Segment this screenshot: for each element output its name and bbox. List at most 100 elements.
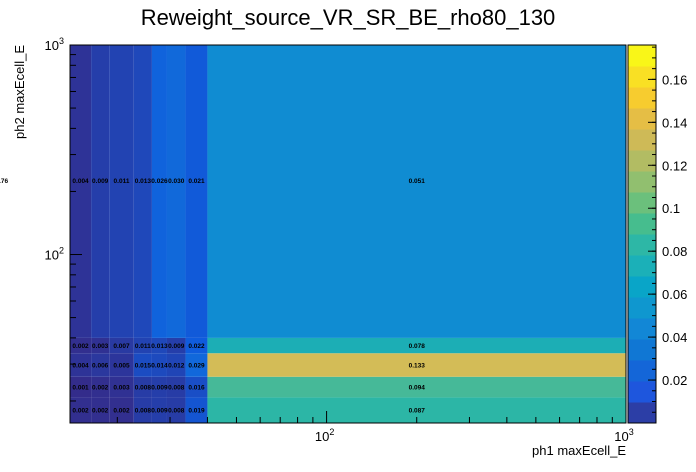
heatmap-cell-label: 0.006 [92, 362, 109, 369]
heatmap-cell-label: 0.003 [113, 385, 130, 392]
heatmap-cell-labels: 0.002 0.002 0.002 0.008 0.009 0.008 0.019 0.087… [0, 178, 425, 415]
colorbar-step [628, 150, 656, 172]
colorbar-tick-label: 0.12 [662, 158, 687, 173]
heatmap-cell-label: 0.008 [168, 385, 185, 392]
heatmap-cell-label: 0.011 [135, 343, 151, 350]
x-tick-label: 103 [614, 427, 633, 444]
heatmap-cell [166, 45, 186, 338]
colorbar-step [628, 360, 656, 382]
heatmap-cell [151, 337, 167, 354]
heatmap-cell-label: 0.002 [92, 385, 109, 392]
heatmap-cell [133, 45, 152, 338]
heatmap-cell-label: 0.005 [113, 362, 130, 369]
heatmap-cell [91, 376, 110, 398]
heatmap-cell [109, 376, 134, 398]
heatmap-cell-label: 0.013 [151, 343, 168, 350]
heatmap-cell-label: 0.004 [72, 362, 89, 369]
heatmap-cell [91, 397, 110, 423]
heatmap-cell-label: 0.009 [151, 385, 168, 392]
x-axis-label: ph1 maxEcell_E [532, 443, 626, 458]
heatmap-cell [109, 353, 134, 377]
y-tick-label: 103 [45, 36, 64, 53]
heatmap-cell-label: 0.019 [188, 408, 205, 415]
colorbar-step [628, 129, 656, 151]
heatmap-cell-label: 0.026 [151, 178, 168, 185]
colorbar-step [628, 318, 656, 340]
heatmap-cell [166, 353, 186, 377]
heatmap-cell [70, 45, 92, 338]
heatmap-cell [133, 337, 152, 354]
heatmap-cell-label: 0.016 [188, 385, 205, 392]
heatmap-cell [207, 45, 626, 338]
colorbar-step [628, 108, 656, 130]
heatmap-cell-label: 0.011 [114, 178, 130, 185]
heatmap-cell-label: 0.008 [135, 408, 152, 415]
plot-frame [69, 44, 627, 424]
heatmap-cell [185, 376, 208, 398]
y-tick-label: 102 [45, 246, 64, 263]
colorbar-step [628, 402, 656, 424]
heatmap-cell [133, 353, 152, 377]
colorbar-step [628, 87, 656, 109]
y-axis: 102 103 [45, 36, 82, 402]
heatmap-cell [109, 337, 134, 354]
colorbar-step [628, 171, 656, 193]
heatmap-cell-label: 0.078 [409, 343, 426, 350]
heatmap-cells [70, 45, 626, 423]
colorbar-frame [627, 44, 657, 424]
heatmap-cell-label: 0.002 [113, 408, 130, 415]
x-tick-label: 102 [315, 427, 334, 444]
heatmap-cell [185, 353, 208, 377]
colorbar-step [628, 45, 656, 67]
heatmap-cell [133, 397, 152, 423]
x-axis: 102 103 [116, 411, 634, 444]
heatmap-cell-label: 0.002 [72, 408, 89, 415]
colorbar-step [628, 213, 656, 235]
heatmap-cell [91, 45, 110, 338]
heatmap-cell [185, 337, 208, 354]
heatmap-cell-label: 0.087 [409, 408, 426, 415]
colorbar-tick-label: 0.16 [662, 72, 687, 87]
heatmap-cell-label: 0.051 [409, 178, 426, 185]
heatmap-cell-label: 0.029 [188, 362, 205, 369]
heatmap-cell-label: 0.012 [168, 362, 185, 369]
heatmap-cell-label: 0.030 [168, 178, 185, 185]
heatmap-cell [70, 337, 92, 354]
colorbar-tick-label: 0.14 [662, 115, 687, 130]
colorbar-tick-label: 0.04 [662, 330, 687, 345]
heatmap-cell [151, 397, 167, 423]
heatmap-cell [166, 376, 186, 398]
heatmap-cell-label: 0.176 [0, 178, 9, 185]
heatmap-cell [185, 45, 208, 338]
heatmap-cell-label: 0.014 [151, 362, 168, 369]
color-scale-bar: 0.02 0.04 0.06 0.08 0.1 0.12 0.14 0.16 [627, 44, 687, 424]
heatmap-cell [166, 337, 186, 354]
heatmap-cell [70, 397, 92, 423]
heatmap-cell [70, 376, 92, 398]
heatmap-cell-label: 0.021 [188, 178, 205, 185]
heatmap-cell [151, 376, 167, 398]
colorbar-step [628, 339, 656, 361]
colorbar-tick-label: 0.02 [662, 373, 687, 388]
heatmap-cell [109, 45, 134, 338]
heatmap-cell [70, 353, 92, 377]
heatmap-cell [207, 353, 626, 377]
heatmap-cell [133, 376, 152, 398]
heatmap-cell-label: 0.002 [72, 343, 89, 350]
colorbar-step [628, 66, 656, 88]
heatmap-cell-label: 0.015 [135, 362, 152, 369]
heatmap-cell-label: 0.009 [92, 178, 109, 185]
heatmap-cell-label: 0.133 [409, 362, 426, 369]
heatmap-cell [185, 397, 208, 423]
heatmap-cell-label: 0.003 [92, 343, 109, 350]
heatmap-cell-label: 0.007 [113, 343, 130, 350]
colorbar-step [628, 192, 656, 214]
heatmap-cell-label: 0.013 [135, 178, 152, 185]
colorbar-tick-label: 0.08 [662, 244, 687, 259]
heatmap-cell [151, 45, 167, 338]
heatmap-cell [166, 397, 186, 423]
chart-title: Reweight_source_VR_SR_BE_rho80_130 [141, 5, 556, 30]
heatmap-cell [91, 337, 110, 354]
heatmap-cell-label: 0.008 [135, 385, 152, 392]
